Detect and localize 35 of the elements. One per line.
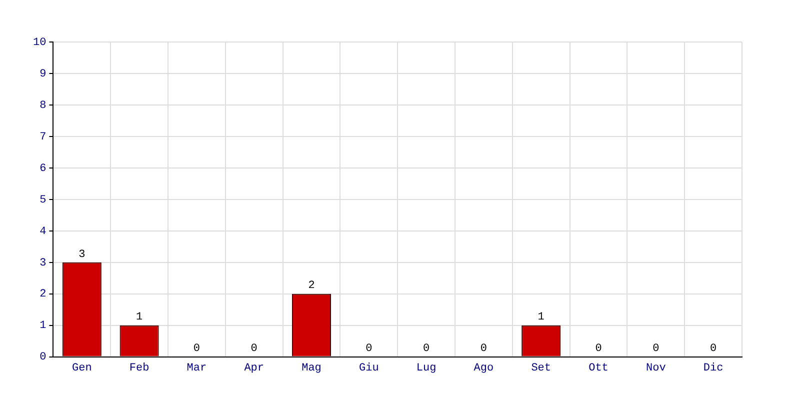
data-label: 3	[78, 248, 86, 261]
data-label: 1	[538, 312, 545, 324]
data-label: 0	[250, 343, 258, 356]
y-tick-label: 9	[40, 68, 46, 80]
x-tick-label: Set	[531, 362, 552, 374]
x-tick-label: Lug	[416, 362, 436, 374]
y-tick-label: 0	[40, 352, 46, 364]
x-tick-label: Dic	[703, 362, 724, 374]
x-tick-label: Giu	[358, 362, 379, 374]
y-tick-label: 4	[40, 226, 47, 238]
data-label: 0	[652, 343, 660, 356]
data-label: 0	[366, 343, 372, 356]
data-label: 2	[308, 280, 315, 292]
x-tick-label: Apr	[244, 362, 264, 374]
data-label: 0	[422, 343, 430, 356]
x-tick-label: Mag	[302, 362, 322, 374]
data-label: 0	[480, 343, 488, 356]
y-tick-label: 5	[40, 194, 46, 206]
data-label: 0	[710, 343, 717, 356]
data-label: 0	[595, 343, 602, 356]
y-tick-label: 6	[40, 162, 46, 175]
y-tick-label: 3	[40, 257, 46, 270]
x-tick-label: Nov	[646, 362, 666, 374]
y-tick-label: 1	[40, 320, 47, 332]
y-tick-label: 10	[33, 36, 46, 49]
x-tick-label: Ago	[474, 362, 494, 374]
data-label: 0	[193, 343, 200, 356]
x-tick-label: Feb	[129, 362, 150, 374]
y-tick-label: 7	[40, 131, 46, 144]
x-tick-label: Ott	[588, 362, 608, 374]
x-tick-label: Mar	[186, 362, 207, 374]
y-tick-label: 2	[40, 288, 46, 301]
x-tick-label: Gen	[72, 362, 92, 374]
y-tick-label: 8	[40, 100, 46, 112]
data-label: 1	[136, 312, 143, 324]
